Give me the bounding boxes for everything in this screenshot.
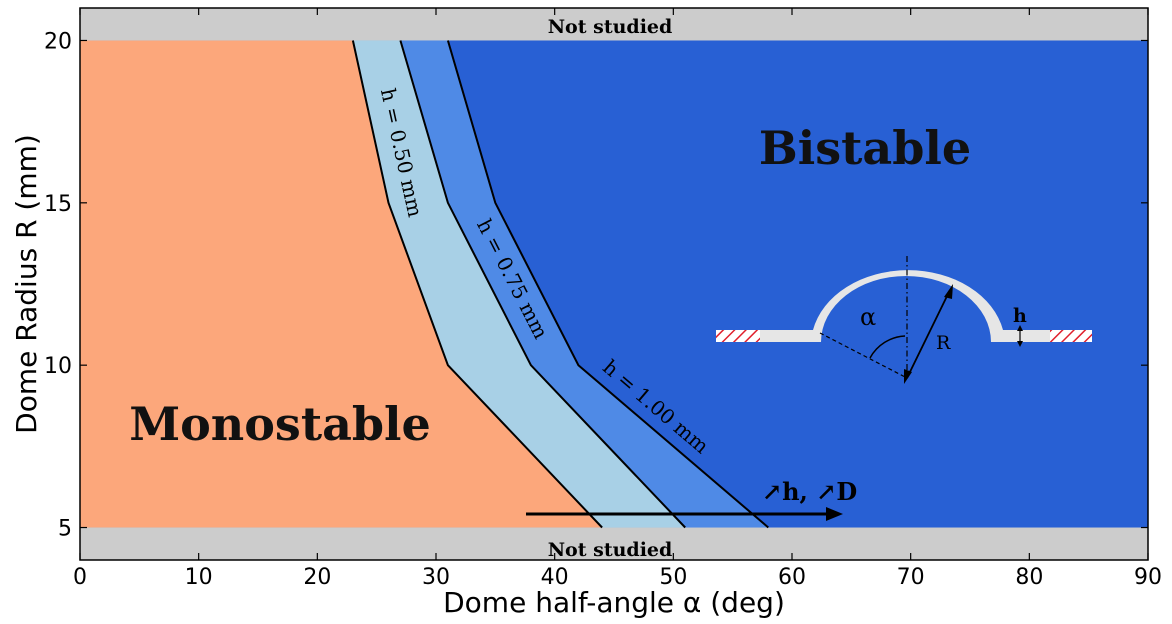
x-tick-label: 40 [541,565,569,590]
half-angle-line [819,332,908,379]
radius-label: R [936,332,951,354]
left-hatch [716,330,760,342]
dome-inset: α R h [716,256,1092,384]
band-h075-h100 [400,40,769,528]
not-studied-top-label: Not studied [548,16,673,38]
trend-arrow [526,507,843,521]
y-tick-label: 5 [58,517,72,542]
alpha-label: α [860,303,876,331]
x-axis-label: Dome half-angle α (deg) [443,586,785,619]
not-studied-top-region [80,8,1148,41]
y-tick-label: 10 [44,354,72,379]
x-tick-label: 60 [778,565,806,590]
trend-annotation: ↗h, ↗D [762,477,857,506]
x-tick-label: 80 [1015,565,1043,590]
right-hatch [1050,330,1092,342]
x-tick-label: 30 [422,565,450,590]
angle-arc [869,335,906,359]
not-studied-bottom-label: Not studied [548,539,673,561]
y-axis-label: Dome Radius R (mm) [10,134,43,434]
radius-line [906,289,951,379]
x-tick-label: 50 [659,565,687,590]
boundary-lines [351,40,769,529]
not-studied-bottom-region [80,527,1148,560]
x-tick-label: 0 [73,565,87,590]
y-tick-label: 15 [44,192,72,217]
x-tick-label: 10 [185,565,213,590]
x-tick-label: 20 [303,565,331,590]
dome-shape [760,270,1050,342]
axis-ticks: 0 10 20 30 40 50 60 70 80 90 5 10 15 20 [44,8,1162,590]
y-tick-label: 20 [44,29,72,54]
x-tick-label: 70 [897,565,925,590]
monostable-region [80,40,603,528]
plot-frame [79,7,1149,561]
bistable-label: Bistable [759,121,971,175]
thickness-label: h [1013,305,1027,327]
x-tick-label: 90 [1134,565,1162,590]
boundary-line-h075 [399,40,686,529]
stability-regions [80,8,1148,560]
monostable-label: Monostable [129,397,431,451]
boundary-line-h050 [351,40,603,529]
boundary-line-h100 [446,40,769,529]
